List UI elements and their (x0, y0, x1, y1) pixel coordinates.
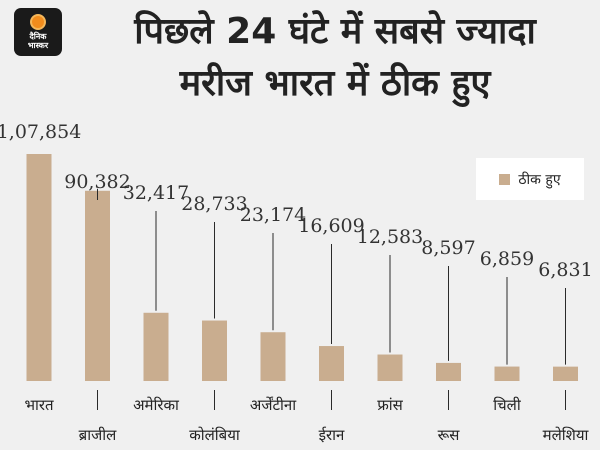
data-label-7: 12,583 (357, 226, 423, 248)
bar-2 (85, 190, 110, 381)
bar-7 (377, 354, 403, 381)
category-label-6: ईरान (319, 426, 345, 444)
data-label-4: 28,733 (181, 193, 247, 215)
category-label-7: फ्रांस (377, 396, 403, 414)
data-label-6: 16,609 (298, 215, 364, 237)
bar-8 (436, 362, 461, 381)
chart-legend: ठीक हुए (476, 158, 584, 200)
chart-title-line1: पिछले 24 घंटे में सबसे ज्यादा (134, 11, 536, 52)
category-label-5: अर्जेंटीना (250, 396, 297, 414)
bar-6 (319, 346, 344, 381)
category-label-8: रूस (438, 426, 461, 444)
logo-text-line2: भास्कर (27, 41, 49, 50)
bar-5 (260, 332, 286, 381)
data-label-2: 90,382 (64, 171, 130, 193)
data-label-3: 32,417 (123, 182, 189, 204)
sun-icon (30, 14, 46, 30)
category-label-10: मलेशिया (543, 426, 590, 444)
data-label-9: 6,859 (480, 248, 534, 270)
legend-label: ठीक हुए (518, 171, 561, 188)
bar-10 (553, 366, 578, 381)
data-label-8: 8,597 (421, 237, 475, 259)
bar-3 (143, 312, 169, 381)
legend-swatch (499, 173, 511, 185)
logo-text-line1: दैनिक (29, 32, 47, 41)
category-label-2: ब्राजील (79, 426, 117, 444)
data-label-1: 1,07,854 (0, 121, 81, 143)
category-label-3: अमेरिका (133, 396, 180, 414)
category-label-9: चिली (493, 396, 522, 414)
data-label-10: 6,831 (538, 259, 592, 281)
category-label-4: कोलंबिया (189, 426, 241, 444)
chart-title: पिछले 24 घंटे में सबसे ज्यादा मरीज भारत … (80, 6, 590, 110)
category-label-1: भारत (24, 396, 54, 414)
data-label-5: 23,174 (240, 204, 306, 226)
bar-1 (26, 154, 52, 381)
chart-title-line2: मरीज भारत में ठीक हुए (179, 63, 491, 104)
dainik-bhaskar-logo: दैनिक भास्कर (14, 8, 62, 56)
bar-9 (494, 366, 520, 381)
bar-4 (202, 320, 227, 381)
